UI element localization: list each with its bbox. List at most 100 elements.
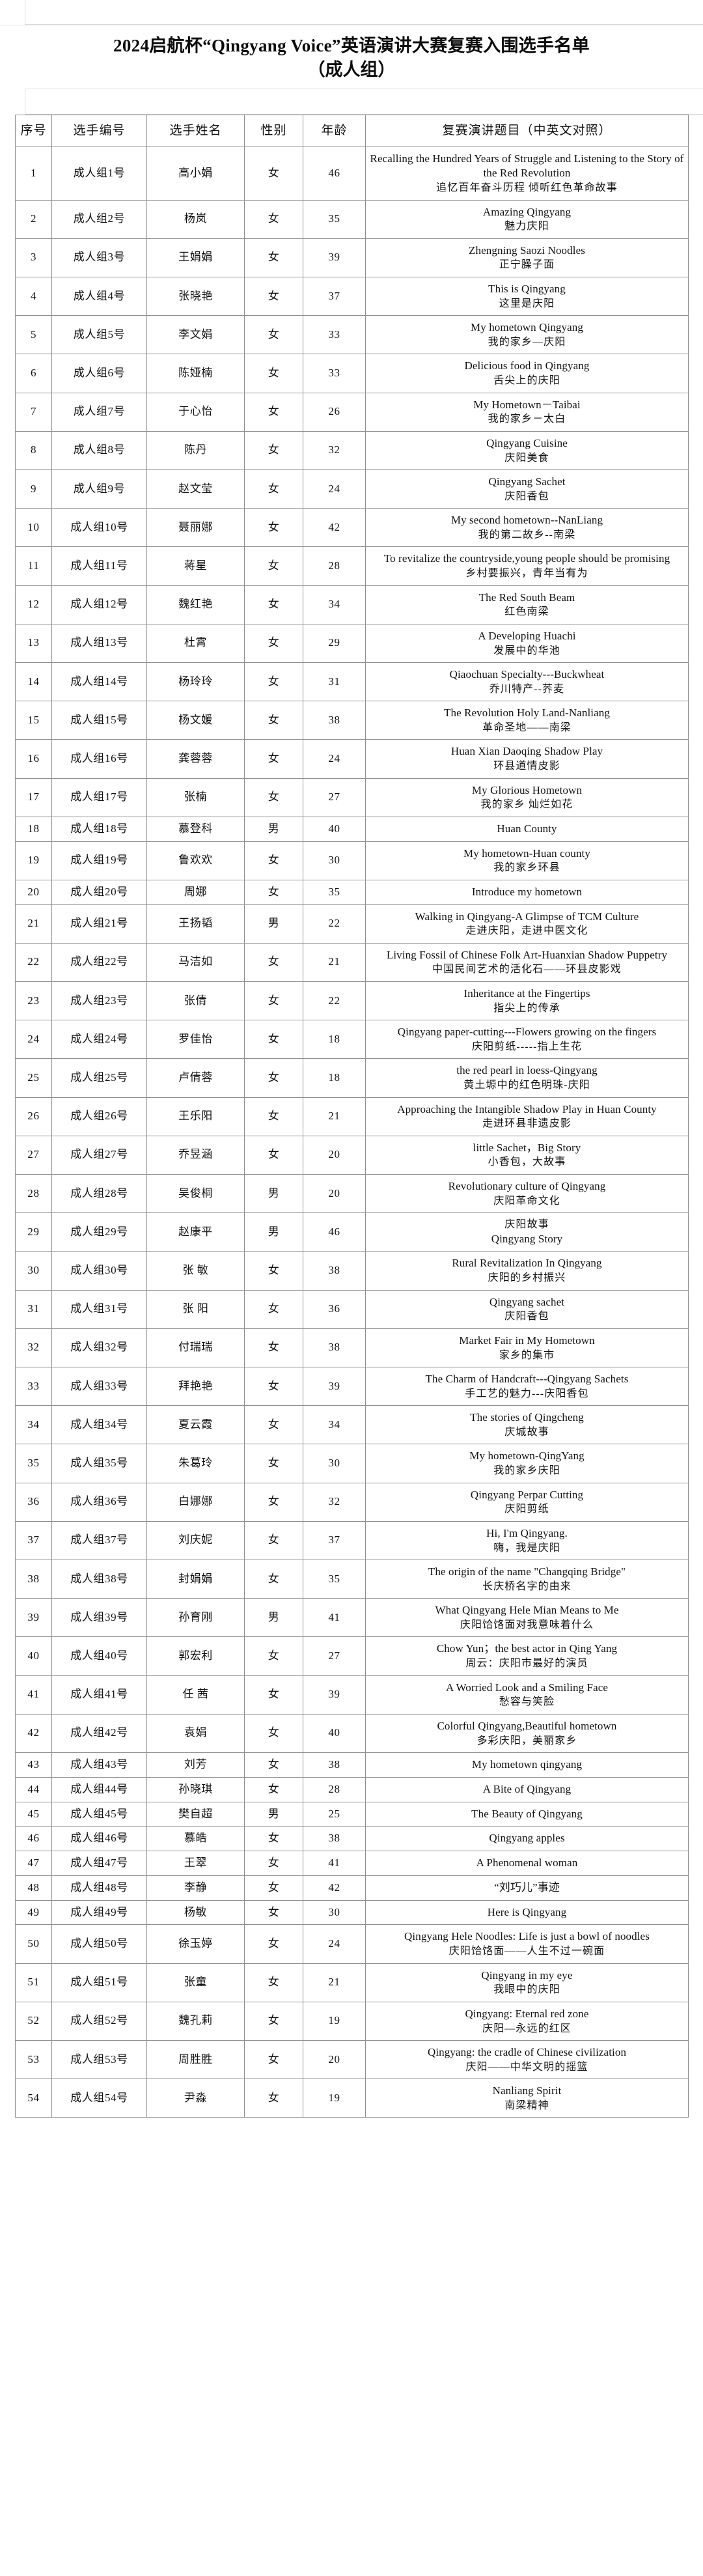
cell-seq: 34 <box>15 1405 52 1445</box>
cell-seq: 23 <box>15 981 52 1021</box>
cell-topic: Qingyang in my eye 我眼中的庆阳 <box>365 1963 689 2002</box>
topic-english: Approaching the Intangible Shadow Play i… <box>397 1102 657 1115</box>
cell-seq: 9 <box>15 469 52 509</box>
topic-english: A Developing Huachi <box>478 629 576 642</box>
cell-age: 18 <box>303 1058 366 1098</box>
cell-gender: 女 <box>244 662 303 702</box>
column-header-player-name: 选手姓名 <box>146 115 245 147</box>
cell-topic: Approaching the Intangible Shadow Play i… <box>365 1097 689 1136</box>
cell-topic: My hometown-Huan county 我的家乡环县 <box>365 841 689 880</box>
cell-topic: Qingyang Hele Noodles: Life is just a bo… <box>365 1924 689 1964</box>
cell-seq: 1 <box>15 146 52 201</box>
cell-topic: Living Fossil of Chinese Folk Art-Huanxi… <box>365 942 689 982</box>
topic-english: Living Fossil of Chinese Folk Art-Huanxi… <box>386 948 668 961</box>
cell-age: 37 <box>303 1520 366 1560</box>
topic-chinese: 我的家乡 灿烂如花 <box>480 799 573 811</box>
cell-topic: My hometown Qingyang 我的家乡—庆阳 <box>365 315 689 355</box>
cell-player-name: 龚蓉蓉 <box>146 739 245 779</box>
cell-age: 19 <box>303 2079 366 2118</box>
cell-gender: 男 <box>244 1212 303 1252</box>
cell-age: 33 <box>303 354 366 393</box>
topic-chinese: 我的家乡－太白 <box>488 413 566 425</box>
cell-seq: 25 <box>15 1058 52 1098</box>
cell-topic: This is Qingyang 这里是庆阳 <box>365 276 689 316</box>
table-row: 25 成人组25号 卢倩蓉女 18 the red pearl in loess-Qin… <box>15 1058 689 1098</box>
cell-gender: 女 <box>244 1135 303 1175</box>
cell-age: 30 <box>303 841 366 880</box>
table-row: 24 成人组24号 罗佳怡女 18 Qingyang paper-cutting---F… <box>15 1020 689 1059</box>
topic-english: The Red South Beam <box>478 591 575 604</box>
topic-english: Hi, I'm Qingyang. <box>486 1526 568 1539</box>
cell-age: 24 <box>303 1924 366 1964</box>
cell-player-no: 成人组13号 <box>51 623 147 663</box>
cell-player-name: 魏孔莉 <box>146 2001 245 2041</box>
cell-player-no: 成人组41号 <box>51 1675 147 1715</box>
cell-age: 35 <box>303 1559 366 1599</box>
cell-gender: 女 <box>244 1875 303 1901</box>
cell-topic: Zhengning Saozi Noodles 正宁臊子面 <box>365 238 689 277</box>
cell-topic: To revitalize the countryside,young peop… <box>365 546 689 586</box>
cell-player-no: 成人组40号 <box>51 1636 147 1676</box>
cell-player-no: 成人组46号 <box>51 1826 147 1852</box>
topic-english: Huan County <box>497 822 557 835</box>
cell-player-no: 成人组26号 <box>51 1097 147 1136</box>
table-row: 39 成人组39号 孙育刚男 41 What Qingyang Hele Mian Me… <box>15 1598 689 1638</box>
cell-seq: 5 <box>15 315 52 355</box>
cell-gender: 女 <box>244 1899 303 1925</box>
title-table-gap-strip <box>25 89 703 115</box>
cell-seq: 28 <box>15 1173 52 1214</box>
table-row: 7 成人组7号 于心怡女 26 My Hometown－Taibai 我的家乡－太白 <box>15 392 689 432</box>
cell-player-name: 任 茜 <box>146 1675 245 1715</box>
cell-topic: Walking in Qingyang-A Glimpse of TCM Cul… <box>365 904 689 944</box>
table-row: 47 成人组47号 王翠女 41 A Phenomenal woman <box>15 1851 689 1876</box>
topic-chinese: 庆阳饸饹面对我意味着什么 <box>460 1619 594 1631</box>
cell-age: 46 <box>303 146 366 201</box>
cell-player-no: 成人组16号 <box>51 739 147 779</box>
cell-age: 40 <box>303 816 366 842</box>
topic-english: Qingyang Hele Noodles: Life is just a bo… <box>404 1930 650 1943</box>
cell-player-name: 杨敏 <box>146 1899 245 1925</box>
cell-seq: 33 <box>15 1366 52 1407</box>
topic-english: Zhengning Saozi Noodles <box>469 244 585 257</box>
topic-english: The stories of Qingcheng <box>470 1411 584 1424</box>
cell-topic: The Charm of Handcraft---Qingyang Sachet… <box>365 1366 689 1407</box>
cell-gender: 女 <box>244 392 303 432</box>
topic-chinese: 庆阳的乡村振兴 <box>488 1272 566 1284</box>
cell-player-no: 成人组43号 <box>51 1752 147 1778</box>
topic-english: My hometown Qingyang <box>471 321 583 334</box>
cell-player-name: 夏云霞 <box>146 1405 245 1445</box>
topic-chinese: 小香包，大故事 <box>488 1156 566 1168</box>
table-header-row: 序号 选手编号 选手姓名 性别 年龄 复赛演讲题目（中英文对照） <box>15 115 689 147</box>
table-row: 12 成人组12号 魏红艳女 34 The Red South Beam 红色南梁 <box>15 585 689 624</box>
cell-gender: 女 <box>244 1713 303 1753</box>
cell-age: 20 <box>303 1135 366 1175</box>
cell-player-name: 蒋星 <box>146 546 245 586</box>
cell-seq: 38 <box>15 1559 52 1599</box>
cell-player-name: 拜艳艳 <box>146 1366 245 1407</box>
column-header-topic: 复赛演讲题目（中英文对照） <box>365 115 689 147</box>
cell-seq: 52 <box>15 2001 52 2041</box>
cell-gender: 女 <box>244 1636 303 1676</box>
cell-player-name: 卢倩蓉 <box>146 1058 245 1098</box>
cell-age: 33 <box>303 315 366 355</box>
cell-gender: 女 <box>244 1851 303 1876</box>
page-title: 2024启航杯“Qingyang Voice”英语演讲大赛复赛入围选手名单 <box>113 36 590 55</box>
topic-chinese: 我的第二故乡--南梁 <box>478 529 576 540</box>
table-row: 43 成人组43号 刘芳女 38 My hometown qingyang <box>15 1752 689 1778</box>
cell-seq: 11 <box>15 546 52 586</box>
topic-english: Qingyang: Eternal red zone <box>465 2007 589 2020</box>
topic-chinese: 庆阳香包 <box>504 1311 549 1323</box>
cell-age: 21 <box>303 942 366 982</box>
cell-gender: 女 <box>244 701 303 740</box>
cell-age: 21 <box>303 1097 366 1136</box>
cell-gender: 女 <box>244 879 303 905</box>
table-row: 15 成人组15号 杨文媛女 38 The Revolution Holy Land-N… <box>15 701 689 740</box>
cell-topic: Market Fair in My Hometown 家乡的集市 <box>365 1328 689 1367</box>
cell-gender: 男 <box>244 1598 303 1638</box>
cell-topic: A Developing Huachi 发展中的华池 <box>365 623 689 663</box>
cell-age: 42 <box>303 1875 366 1901</box>
cell-player-no: 成人组35号 <box>51 1444 147 1483</box>
topic-english: “刘巧儿”事迹 <box>494 1881 560 1894</box>
cell-gender: 女 <box>244 315 303 355</box>
cell-topic: My hometown-QingYang 我的家乡庆阳 <box>365 1444 689 1483</box>
